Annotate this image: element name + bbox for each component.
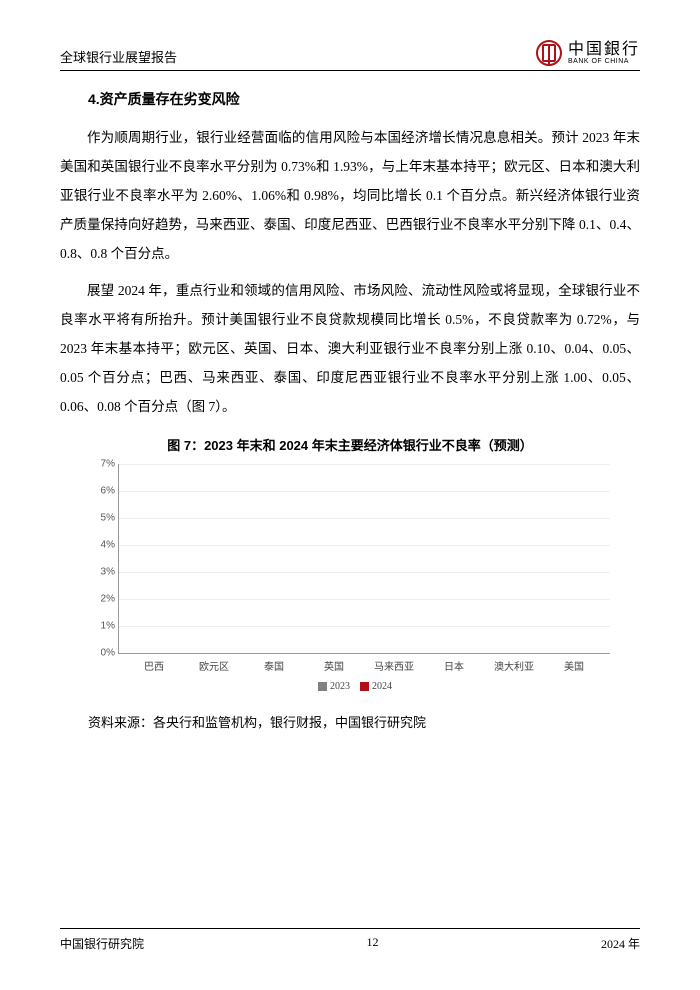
header-title: 全球银行业展望报告 xyxy=(60,47,177,66)
figure-source: 资料来源：各央行和监管机构，银行财报，中国银行研究院 xyxy=(88,712,640,731)
logo-en-text: BANK OF CHINA xyxy=(568,58,640,65)
x-axis-label: 澳大利亚 xyxy=(484,658,544,673)
x-axis-label: 日本 xyxy=(424,658,484,673)
logo-cn-text: 中国銀行 xyxy=(568,42,640,58)
x-axis-label: 欧元区 xyxy=(184,658,244,673)
x-axis-label: 美国 xyxy=(544,658,604,673)
legend-label: 2024 xyxy=(372,681,392,692)
x-axis-label: 英国 xyxy=(304,658,364,673)
footer-page-number: 12 xyxy=(367,935,379,952)
section-heading: 4.资产质量存在劣变风险 xyxy=(88,89,640,109)
footer-right: 2024 年 xyxy=(601,935,640,952)
body-paragraph: 展望 2024 年，重点行业和领域的信用风险、市场风险、流动性风险或将显现，全球… xyxy=(60,276,640,421)
x-axis-label: 泰国 xyxy=(244,658,304,673)
bank-logo: 中国銀行 BANK OF CHINA xyxy=(536,40,640,66)
footer-left: 中国银行研究院 xyxy=(60,935,144,952)
body-paragraph: 作为顺周期行业，银行业经营面临的信用风险与本国经济增长情况息息相关。预计 202… xyxy=(60,123,640,268)
x-axis-label: 马来西亚 xyxy=(364,658,424,673)
npl-bar-chart: 0%1%2%3%4%5%6%7% 巴西欧元区泰国英国马来西亚日本澳大利亚美国 2… xyxy=(90,464,610,692)
chart-legend: 2023 2024 xyxy=(90,681,610,692)
bank-logo-icon xyxy=(536,40,562,66)
page-footer: 中国银行研究院 12 2024 年 xyxy=(60,928,640,952)
page-header: 全球银行业展望报告 中国銀行 BANK OF CHINA xyxy=(60,40,640,71)
figure-caption: 图 7：2023 年末和 2024 年末主要经济体银行业不良率（预测） xyxy=(60,435,640,454)
x-axis-label: 巴西 xyxy=(124,658,184,673)
legend-label: 2023 xyxy=(330,681,350,692)
